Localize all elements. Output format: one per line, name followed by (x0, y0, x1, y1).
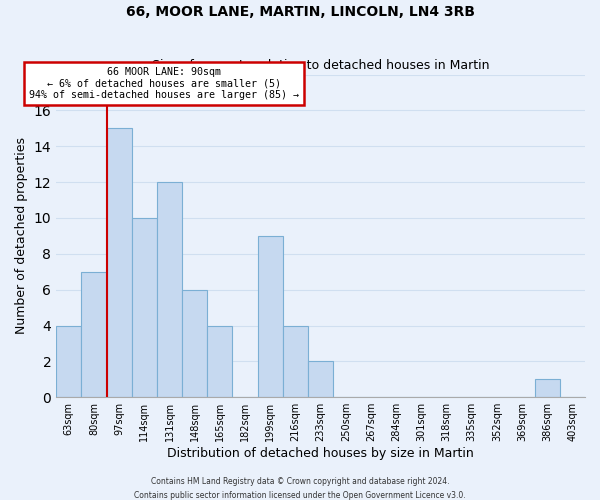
Bar (157, 182, 182, 397)
Title: Size of property relative to detached houses in Martin: Size of property relative to detached ho… (152, 59, 490, 72)
X-axis label: Distribution of detached houses by size in Martin: Distribution of detached houses by size … (167, 447, 474, 460)
Text: 66 MOOR LANE: 90sqm
← 6% of detached houses are smaller (5)
94% of semi-detached: 66 MOOR LANE: 90sqm ← 6% of detached hou… (29, 67, 299, 100)
Bar (308, 362, 333, 397)
Bar (283, 326, 308, 397)
Bar (207, 326, 232, 397)
Y-axis label: Number of detached properties: Number of detached properties (15, 138, 28, 334)
Bar (257, 236, 283, 397)
Bar (56, 326, 82, 397)
Text: 66, MOOR LANE, MARTIN, LINCOLN, LN4 3RB: 66, MOOR LANE, MARTIN, LINCOLN, LN4 3RB (125, 5, 475, 19)
Bar (132, 218, 157, 397)
Bar (535, 380, 560, 397)
Text: Contains HM Land Registry data © Crown copyright and database right 2024.
Contai: Contains HM Land Registry data © Crown c… (134, 478, 466, 500)
Bar (82, 272, 107, 397)
Bar (182, 290, 207, 397)
Bar (107, 128, 132, 397)
